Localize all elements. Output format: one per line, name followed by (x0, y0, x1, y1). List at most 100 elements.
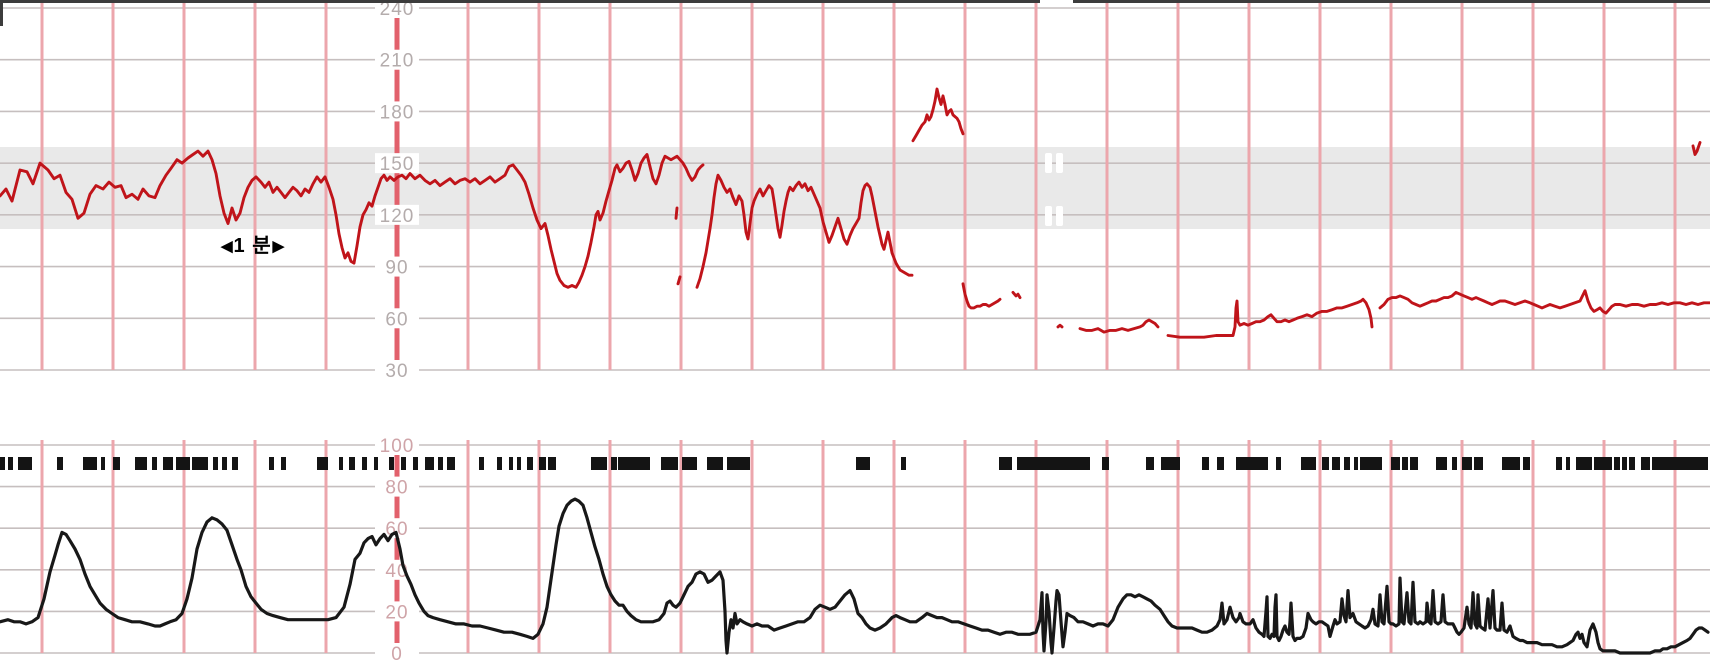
fetal-movement-mark (1452, 457, 1457, 470)
fhr-tick-chip (375, 360, 419, 380)
fetal-movement-mark (901, 457, 906, 470)
fetal-movement-mark (83, 457, 97, 470)
fhr-tick-label: 240 (380, 0, 415, 20)
fetal-movement-mark (1462, 457, 1472, 470)
fetal-movement-mark (661, 457, 678, 470)
fetal-movement-mark (479, 457, 484, 470)
toco-tick-chip (375, 601, 419, 622)
fetal-movement-mark (374, 457, 378, 470)
fetal-movement-mark (213, 457, 218, 470)
fetal-movement-mark (101, 457, 105, 470)
fetal-movement-mark (269, 457, 274, 470)
fetal-movement-mark (1332, 457, 1340, 470)
fetal-movement-mark (447, 457, 455, 470)
fetal-movement-mark (413, 457, 418, 470)
fetal-movement-mark (222, 457, 227, 470)
fetal-movement-mark (438, 457, 443, 470)
fetal-movement-mark (113, 457, 120, 470)
fetal-movement-mark (152, 457, 157, 470)
fetal-movement-mark (1576, 457, 1592, 470)
toco-trace (0, 497, 1710, 655)
fetal-movement-mark (163, 457, 173, 470)
fhr-tick-label: 90 (385, 258, 408, 279)
fhr-tick-label: 150 (380, 154, 415, 175)
fetal-movement-mark (232, 457, 238, 470)
fetal-movement-mark (339, 457, 343, 470)
fhr-tick-chip (375, 256, 419, 277)
fetal-movement-mark (362, 457, 367, 470)
fetal-movement-mark (1276, 457, 1281, 470)
fetal-movement-mark (548, 457, 556, 470)
fetal-movement-mark (1523, 457, 1530, 470)
toco-tick-chip (375, 435, 419, 455)
fetal-movement-mark (682, 457, 697, 470)
fetal-movement-mark (1629, 457, 1635, 470)
fetal-movement-mark (1502, 457, 1520, 470)
fetal-movement-mark (527, 457, 533, 470)
toco-tick-chip (375, 518, 419, 539)
fetal-movement-mark (1354, 457, 1358, 470)
fetal-movement-mark (727, 457, 750, 470)
toco-tick-chip (375, 643, 419, 663)
fetal-movement-mark (1436, 457, 1447, 470)
fetal-movement-mark (176, 457, 190, 470)
fetal-movement-mark (349, 457, 355, 470)
fetal-movement-mark (1322, 457, 1329, 470)
fetal-movement-mark (497, 457, 502, 470)
fhr-tick-label: 180 (380, 102, 415, 123)
one-minute-annotation: ◀ 1 분 ▶ (221, 236, 284, 256)
fetal-movement-mark (591, 457, 607, 470)
fetal-movement-mark (281, 457, 286, 470)
left-arrow-icon: ◀ (221, 237, 233, 255)
fetal-movement-mark (401, 457, 406, 470)
fetal-movement-mark (1344, 457, 1350, 470)
fetal-movement-mark (517, 457, 521, 470)
fetal-movement-mark (1566, 457, 1570, 470)
seam-splice-mark (1056, 206, 1063, 226)
toco-tick-label: 80 (385, 478, 408, 499)
fetal-movement-mark (1594, 457, 1612, 470)
fetal-movement-mark (1301, 457, 1316, 470)
fhr-tick-label: 30 (385, 361, 408, 382)
fetal-movement-mark (707, 457, 723, 470)
fhr-tick-chip (375, 204, 419, 225)
fetal-movement-mark (1161, 457, 1180, 470)
fetal-movement-mark (1360, 457, 1382, 470)
fetal-movement-mark (317, 457, 328, 470)
fetal-movement-mark (389, 457, 394, 470)
fetal-movement-mark (57, 457, 63, 470)
fetal-movement-mark (0, 457, 5, 470)
seam-splice-mark (1045, 206, 1052, 226)
right-arrow-icon: ▶ (272, 237, 285, 255)
fetal-movement-mark (999, 457, 1012, 470)
toco-tick-label: 100 (380, 436, 415, 457)
fhr-tick-chip (375, 0, 419, 18)
seam-splice-mark (1056, 153, 1063, 173)
left-edge-bar (0, 0, 3, 26)
fetal-movement-mark (1102, 457, 1109, 470)
toco-tick-label: 0 (391, 644, 403, 665)
toco-tick-chip (375, 476, 419, 497)
fetal-movement-mark (618, 457, 650, 470)
fetal-movement-mark (135, 457, 147, 470)
fetal-movement-mark (1236, 457, 1268, 470)
fhr-tick-label: 60 (385, 309, 408, 330)
fetal-movement-mark (425, 457, 434, 470)
fhr-tick-chip (375, 101, 419, 122)
fetal-movement-mark (1556, 457, 1562, 470)
fhr-tick-label: 120 (380, 206, 415, 227)
fetal-movement-mark (509, 457, 513, 470)
fetal-movement-mark (1391, 457, 1400, 470)
fetal-movement-mark (192, 457, 208, 470)
seam-splice-mark (1045, 153, 1052, 173)
toco-tick-label: 20 (385, 602, 408, 623)
fetal-movement-mark (1146, 457, 1154, 470)
fetal-movement-mark (856, 457, 870, 470)
fetal-movement-mark (1017, 457, 1090, 470)
fhr-tick-chip (375, 49, 419, 70)
fetal-movement-mark (539, 457, 546, 470)
fetal-movement-mark (1402, 457, 1408, 470)
fetal-movement-mark (8, 457, 13, 470)
